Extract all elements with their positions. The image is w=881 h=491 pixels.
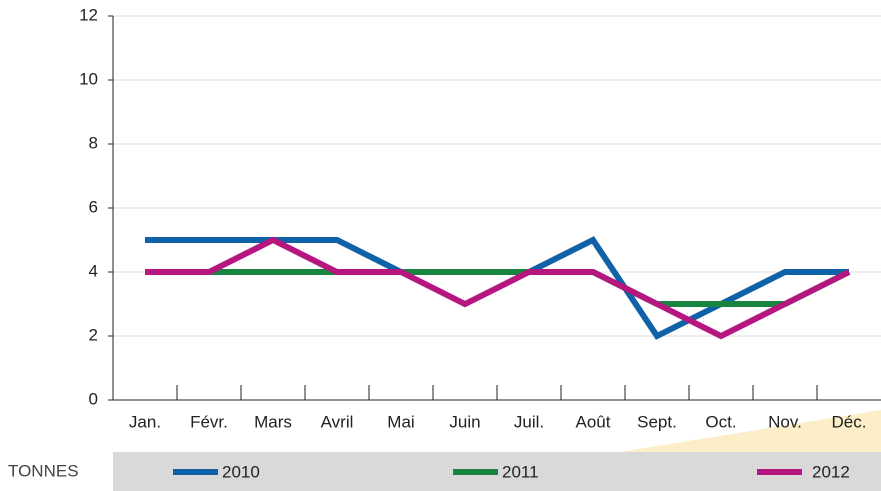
x-tick-label: Août [576,412,611,431]
legend-label: 2011 [502,462,539,481]
x-tick-label: Févr. [190,412,228,431]
series-line [145,236,851,340]
x-tick-label: Sept. [637,412,677,431]
x-tick-label: Juin [449,412,480,431]
legend-label: 2012 [812,462,850,481]
decoration [620,410,881,452]
x-tick-label: Déc. [832,412,867,431]
y-tick-label: 2 [89,325,98,344]
x-tick-label: Jan. [129,412,161,431]
y-tick-label: 4 [89,261,98,280]
x-tick-label: Avril [321,412,354,431]
y-tick-label: 12 [79,5,98,24]
y-tick-label: 10 [79,69,98,88]
x-tick-label: Nov. [768,412,802,431]
x-tick-label: Oct. [705,412,736,431]
x-tick-label: Juil. [514,412,544,431]
unit-label: TONNES [8,461,79,480]
x-tick-label: Mai [387,412,414,431]
x-tick-label: Mars [254,412,292,431]
plot: 0 2 4 6 8 10 12 Jan. Févr. Mars Avril Mai Juin Juil. A… [79,5,881,481]
legend-label: 2010 [222,462,260,481]
series-line [145,269,851,307]
y-tick-label: 6 [89,197,98,216]
y-tick-label: 0 [89,389,98,408]
y-tick-label: 8 [89,133,98,152]
